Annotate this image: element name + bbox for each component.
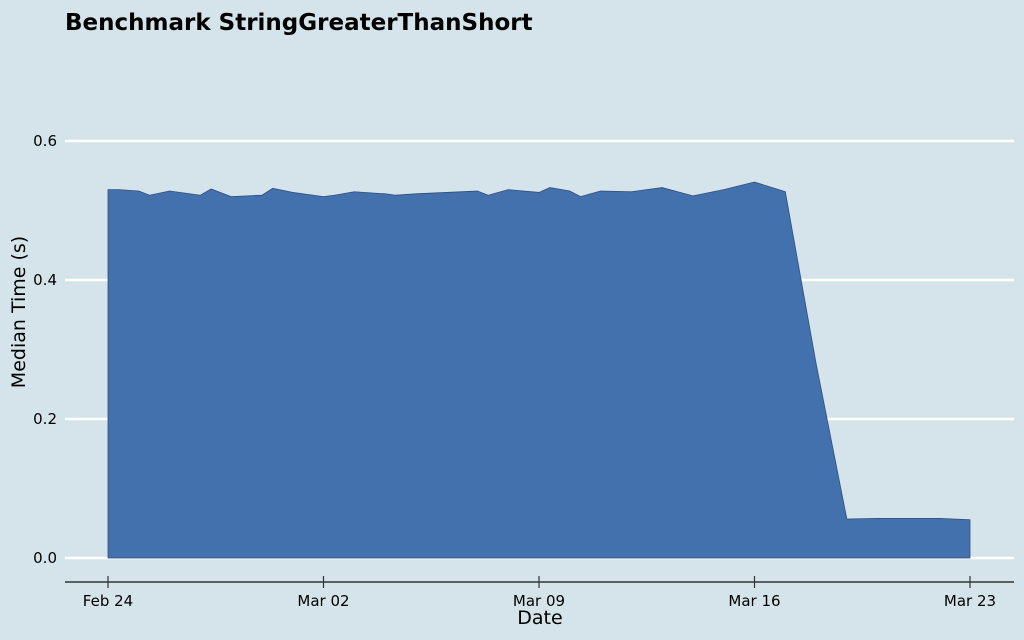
x-tick-label: Mar 02	[297, 592, 349, 610]
plot-area	[107, 181, 971, 559]
x-axis-ticks: Feb 24 Mar 02 Mar 09 Mar 16 Mar 23	[83, 576, 996, 610]
x-axis-label: Date	[517, 607, 562, 629]
y-tick-label: 0.2	[33, 410, 57, 428]
chart-title: Benchmark StringGreaterThanShort	[65, 10, 533, 36]
y-axis-ticks: 0.0 0.2 0.4 0.6	[33, 132, 57, 567]
y-tick-label: 0.0	[33, 549, 57, 567]
y-tick-label: 0.6	[33, 132, 57, 150]
x-tick-label: Feb 24	[83, 592, 133, 610]
x-tick-label: Mar 23	[944, 592, 996, 610]
x-tick-label: Mar 16	[728, 592, 780, 610]
area-fill	[107, 181, 971, 559]
y-axis-label: Median Time (s)	[8, 236, 30, 388]
y-tick-label: 0.4	[33, 271, 57, 289]
x-tick-label: Mar 09	[513, 592, 565, 610]
